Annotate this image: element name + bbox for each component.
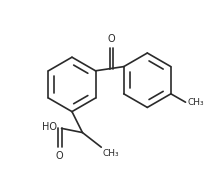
Text: HO: HO: [42, 122, 57, 132]
Text: CH₃: CH₃: [103, 149, 119, 158]
Text: CH₃: CH₃: [187, 98, 204, 107]
Text: O: O: [108, 34, 115, 44]
Text: O: O: [56, 151, 63, 161]
